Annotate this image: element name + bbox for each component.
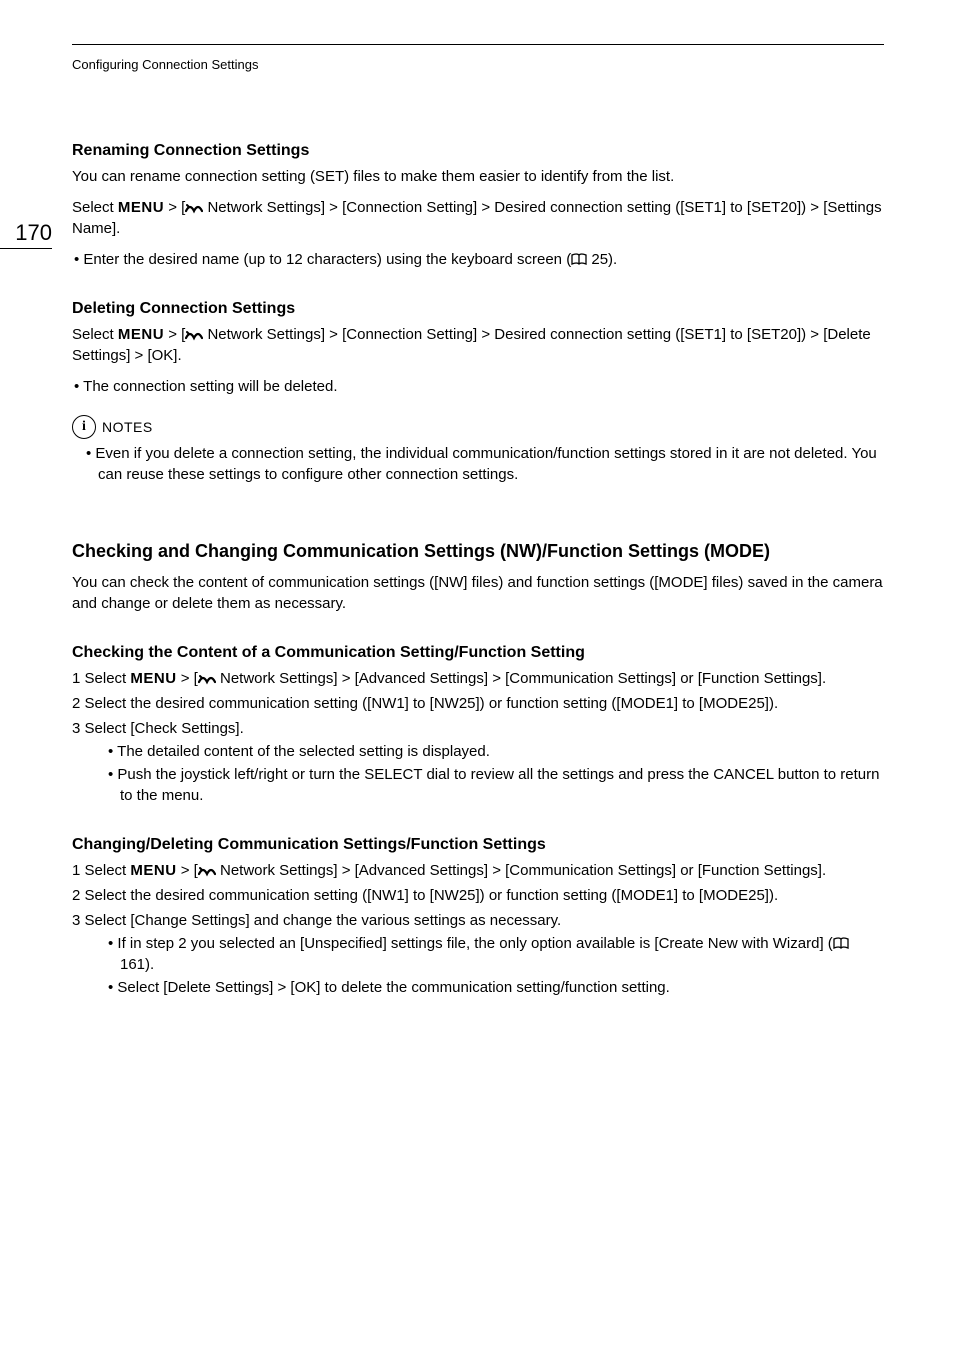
network-icon (198, 673, 216, 685)
heading-checking-content: Checking the Content of a Communication … (72, 644, 884, 662)
text: If in step 2 you selected an [Unspecifie… (117, 935, 832, 952)
step-1: Select MENU > [ Network Settings] > [Adv… (72, 668, 884, 689)
text: Select (72, 326, 118, 343)
page-content: Renaming Connection Settings You can ren… (72, 142, 884, 998)
text: Select (85, 670, 131, 687)
text: Enter the desired name (up to 12 charact… (83, 251, 571, 268)
renaming-path: Select MENU > [ Network Settings] > [Con… (72, 197, 884, 239)
changing-steps: Select MENU > [ Network Settings] > [Adv… (72, 860, 884, 998)
step-3: Select [Change Settings] and change the … (72, 910, 884, 998)
page-number-rule (0, 248, 52, 249)
step-1: Select MENU > [ Network Settings] > [Adv… (72, 860, 884, 881)
top-rule (72, 44, 884, 45)
step-3-sub-2: Push the joystick left/right or turn the… (90, 764, 884, 806)
network-icon (185, 329, 203, 341)
network-icon (198, 865, 216, 877)
text: > [ (177, 862, 198, 879)
text: Network Settings] > [Advanced Settings] … (216, 862, 826, 879)
running-head: Configuring Connection Settings (72, 57, 884, 72)
step-2: Select the desired communication setting… (72, 885, 884, 906)
renaming-bullet-1: Enter the desired name (up to 12 charact… (72, 249, 884, 270)
text: > [ (164, 199, 185, 216)
checking-changing-intro: You can check the content of communicati… (72, 572, 884, 614)
step-3-sub-1: The detailed content of the selected set… (90, 741, 884, 762)
text: > [ (177, 670, 198, 687)
book-icon (833, 937, 849, 950)
renaming-intro: You can rename connection setting (SET) … (72, 166, 884, 187)
text: Select (72, 199, 118, 216)
text: > [ (164, 326, 185, 343)
network-icon (185, 202, 203, 214)
page-ref: 25). (587, 251, 617, 268)
heading-changing-deleting: Changing/Deleting Communication Settings… (72, 836, 884, 854)
page-number: 170 (10, 220, 52, 246)
menu-label: MENU (118, 199, 164, 216)
text: Select (85, 862, 131, 879)
text: Select [Check Settings]. (85, 720, 244, 737)
menu-label: MENU (130, 670, 176, 687)
step-3-sub-1: If in step 2 you selected an [Unspecifie… (90, 933, 884, 975)
notes-bullet-1: Even if you delete a connection setting,… (72, 443, 884, 485)
step-2: Select the desired communication setting… (72, 693, 884, 714)
step-3: Select [Check Settings]. The detailed co… (72, 718, 884, 806)
deleting-path: Select MENU > [ Network Settings] > [Con… (72, 324, 884, 366)
deleting-bullet-1: The connection setting will be deleted. (72, 376, 884, 397)
heading-checking-changing: Checking and Changing Communication Sett… (72, 541, 884, 562)
notes-header: i NOTES (72, 415, 884, 439)
page-ref: 161). (120, 956, 154, 973)
step-3-sub-2: Select [Delete Settings] > [OK] to delet… (90, 977, 884, 998)
text: Network Settings] > [Advanced Settings] … (216, 670, 826, 687)
notes-label: NOTES (102, 419, 153, 435)
book-icon (571, 253, 587, 266)
text: Select [Change Settings] and change the … (85, 912, 562, 929)
manual-page: Configuring Connection Settings 170 Rena… (0, 0, 954, 1062)
heading-deleting: Deleting Connection Settings (72, 300, 884, 318)
menu-label: MENU (130, 862, 176, 879)
checking-steps: Select MENU > [ Network Settings] > [Adv… (72, 668, 884, 806)
menu-label: MENU (118, 326, 164, 343)
info-icon: i (72, 415, 96, 439)
heading-renaming: Renaming Connection Settings (72, 142, 884, 160)
